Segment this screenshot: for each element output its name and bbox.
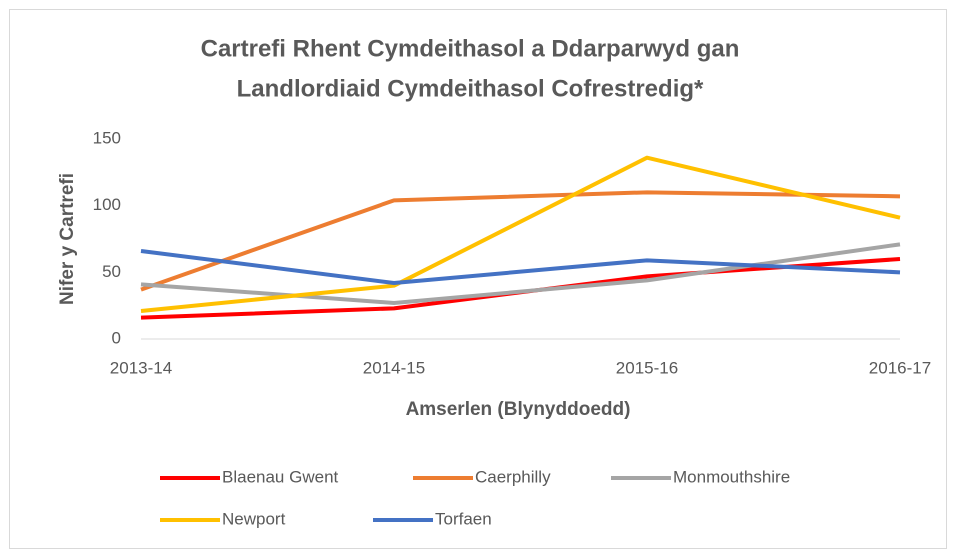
series-line xyxy=(140,190,901,292)
legend-label: Newport xyxy=(222,509,286,528)
x-tick-label: 2016-17 xyxy=(869,358,931,377)
legend-label: Monmouthshire xyxy=(673,467,790,486)
series-line xyxy=(140,249,901,285)
x-tick-label: 2015-16 xyxy=(616,358,678,377)
legend-label: Torfaen xyxy=(435,509,492,528)
y-tick-label: 0 xyxy=(112,328,121,347)
y-axis-title: Nifer y Cartrefi xyxy=(57,173,78,305)
series-line xyxy=(140,242,901,305)
series-line xyxy=(140,155,901,313)
x-tick-label: 2013-14 xyxy=(110,358,172,377)
y-tick-label: 150 xyxy=(93,128,121,147)
x-tick-label: 2014-15 xyxy=(363,358,425,377)
y-tick-label: 100 xyxy=(93,195,121,214)
x-axis-title: Amserlen (Blynyddoedd) xyxy=(406,399,631,420)
chart-title: Landlordiaid Cymdeithasol Cofrestredig* xyxy=(237,75,704,102)
legend-label: Blaenau Gwent xyxy=(222,467,339,486)
chart-title: Cartrefi Rhent Cymdeithasol a Ddarparwyd… xyxy=(201,35,740,62)
legend-label: Caerphilly xyxy=(475,467,551,486)
y-tick-label: 50 xyxy=(102,262,121,281)
